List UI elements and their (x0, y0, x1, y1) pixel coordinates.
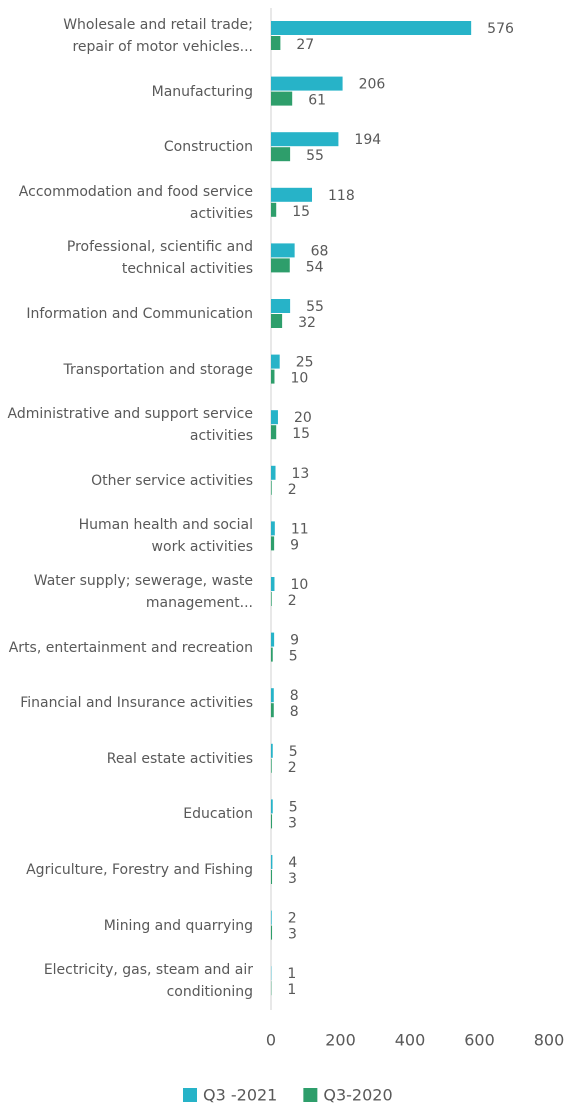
bar (271, 202, 277, 217)
value-label: 25 (296, 355, 314, 371)
category-label: Transportation and storage (63, 361, 253, 378)
value-label: 32 (298, 315, 316, 331)
value-label: 15 (292, 426, 310, 442)
value-label: 10 (290, 371, 308, 387)
value-label: 61 (308, 93, 326, 109)
value-label: 576 (487, 21, 514, 37)
value-label: 15 (292, 204, 310, 220)
value-label: 13 (292, 466, 310, 482)
value-label: 1 (287, 966, 296, 982)
legend-label: Q3-2020 (323, 1086, 392, 1105)
category-label: Manufacturing (151, 83, 253, 100)
value-label: 206 (359, 77, 386, 93)
bar (271, 425, 277, 440)
bar (271, 465, 276, 480)
bar (271, 314, 283, 328)
bar (271, 632, 275, 647)
bar (271, 743, 273, 758)
value-label: 5 (289, 799, 298, 815)
bar (271, 521, 275, 536)
bar (271, 688, 274, 703)
category-label: Water supply; sewerage, waste management… (33, 573, 253, 611)
bar (271, 870, 273, 884)
category-label: Electricity, gas, steam and air conditio… (43, 962, 253, 1001)
bar (271, 258, 290, 273)
value-label: 11 (291, 521, 309, 537)
bar (271, 855, 273, 869)
category-label: Education (183, 806, 253, 823)
value-label: 194 (354, 132, 381, 148)
category-label: Other service activities (91, 472, 253, 489)
category-label: Financial and Insurance activities (20, 695, 253, 712)
x-tick-label: 800 (534, 1031, 565, 1050)
value-label: 3 (288, 871, 297, 887)
value-label: 4 (288, 855, 297, 871)
bar (271, 577, 275, 591)
bar (271, 910, 272, 925)
value-label: 1 (287, 982, 296, 998)
bar (271, 703, 274, 718)
category-label: Agriculture, Forestry and Fishing (26, 862, 253, 878)
x-tick-label: 400 (395, 1031, 426, 1050)
bar (271, 354, 280, 369)
bar (271, 243, 295, 258)
bar (271, 758, 272, 773)
bar (271, 799, 273, 814)
bar (271, 76, 343, 91)
x-tick-label: 0 (266, 1031, 276, 1050)
value-label: 2 (288, 911, 297, 927)
category-label: Real estate activities (106, 750, 253, 767)
value-label: 5 (289, 649, 298, 665)
value-label: 8 (290, 688, 299, 704)
value-label: 10 (290, 577, 308, 593)
value-label: 55 (306, 148, 324, 164)
bar (271, 536, 275, 551)
value-label: 2 (288, 760, 297, 776)
bar (271, 480, 272, 495)
category-label: Construction (163, 139, 253, 156)
legend-swatch (303, 1088, 318, 1102)
bar (271, 187, 313, 202)
bar (271, 925, 273, 940)
category-label: Administrative and support service activ… (7, 406, 254, 445)
bar (271, 814, 273, 829)
bar (271, 147, 291, 162)
category-label: Accommodation and food service activitie… (18, 183, 253, 222)
value-label: 9 (290, 537, 299, 553)
value-label: 8 (290, 704, 299, 720)
value-label: 54 (306, 259, 324, 275)
legend-label: Q3 -2021 (203, 1086, 277, 1105)
x-tick-label: 200 (325, 1031, 356, 1050)
bar (271, 592, 272, 606)
bar (271, 369, 275, 384)
category-label: Mining and quarrying (103, 917, 253, 934)
value-label: 3 (288, 815, 297, 831)
value-label: 9 (290, 633, 299, 649)
category-label: Professional, scientific and technical a… (66, 239, 253, 278)
category-label: Wholesale and retail trade; repair of mo… (63, 17, 253, 55)
value-label: 2 (288, 593, 297, 609)
bar (271, 132, 339, 147)
category-label: Arts, entertainment and recreation (8, 639, 253, 656)
bar (271, 299, 291, 313)
bar (271, 36, 281, 50)
value-label: 27 (296, 37, 314, 53)
value-label: 3 (288, 927, 297, 943)
value-label: 2 (288, 482, 297, 498)
legend-swatch (183, 1088, 197, 1102)
value-label: 5 (289, 744, 298, 760)
bar (271, 647, 273, 662)
category-label: Human health and social work activities (78, 517, 253, 556)
bar (271, 21, 472, 35)
bar (271, 410, 278, 425)
bar (271, 91, 293, 106)
category-label: Information and Communication (26, 306, 253, 322)
x-tick-label: 600 (464, 1031, 495, 1050)
value-label: 68 (311, 243, 329, 259)
value-label: 118 (328, 188, 355, 204)
value-label: 55 (306, 299, 324, 315)
value-label: 20 (294, 410, 312, 426)
